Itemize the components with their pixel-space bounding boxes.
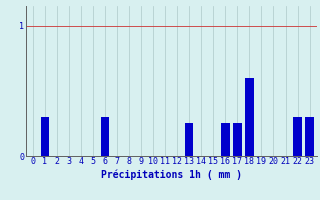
Bar <box>305 117 314 156</box>
Bar <box>233 123 242 156</box>
Bar <box>221 123 229 156</box>
Bar <box>41 117 49 156</box>
Bar <box>185 123 194 156</box>
Bar <box>245 78 254 156</box>
X-axis label: Précipitations 1h ( mm ): Précipitations 1h ( mm ) <box>101 169 242 180</box>
Bar <box>293 117 302 156</box>
Bar <box>101 117 109 156</box>
